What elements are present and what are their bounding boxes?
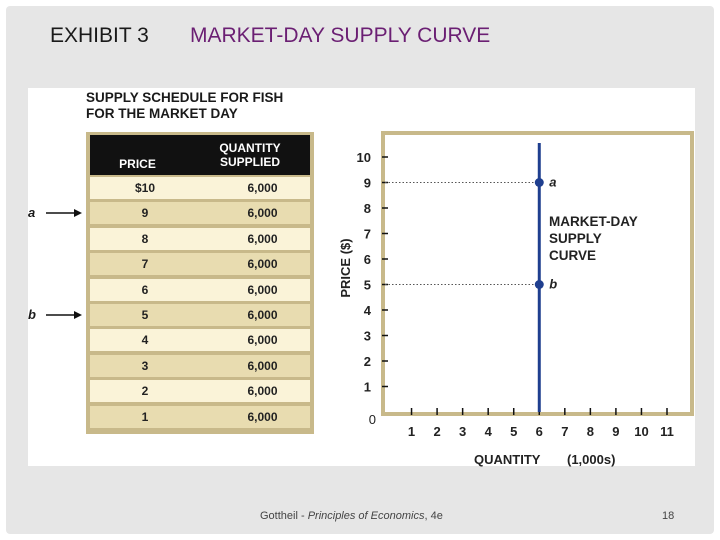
price-cell: $10 [134, 181, 156, 195]
y-tick-label: 4 [364, 303, 372, 318]
price-cell: 7 [141, 257, 149, 272]
price-cell: 9 [141, 206, 149, 221]
table-row: 2 6,000 [90, 380, 310, 403]
origin-label: 0 [369, 412, 376, 427]
y-tick-label: 2 [364, 354, 371, 369]
x-axis-unit-label: (1,000s) [567, 452, 615, 467]
quantity-cell: 6,000 [247, 282, 278, 297]
table-row: 1 6,000 [90, 405, 310, 428]
y-tick-label: 10 [357, 150, 371, 165]
price-cell: 4 [141, 333, 149, 348]
quantity-cell: 6,000 [247, 308, 278, 322]
x-tick-label: 6 [536, 424, 543, 439]
point-label-a: a [549, 175, 556, 190]
curve-label-line: CURVE [549, 248, 596, 263]
table-row: 9 6,000 [90, 202, 310, 225]
quantity-cell: 6,000 [247, 358, 278, 373]
table-row: $10 6,000 [90, 177, 310, 199]
table-row: 8 6,000 [90, 227, 310, 250]
x-tick-label: 2 [433, 424, 440, 439]
credit-prefix: Gottheil - [260, 510, 308, 522]
quantity-cell: 6,000 [247, 231, 278, 246]
x-tick-label: 9 [612, 424, 619, 439]
row-marker-b: b [28, 307, 36, 322]
table-row: 6 6,000 [90, 278, 310, 301]
header-quantity: QUANTITY SUPPLIED [190, 141, 310, 169]
y-tick-label: 1 [364, 380, 371, 395]
x-tick-label: 1 [408, 424, 415, 439]
x-tick-label: 4 [485, 424, 493, 439]
y-tick-label: 3 [364, 329, 371, 344]
schedule-title-line1: SUPPLY SCHEDULE FOR FISH [86, 90, 284, 105]
page-number: 18 [662, 510, 675, 522]
point-b [534, 280, 544, 289]
row-marker-a: a [28, 205, 36, 221]
quantity-cell: 6,000 [247, 384, 278, 399]
point-a [534, 178, 544, 187]
price-cell: 1 [141, 409, 149, 424]
point-label-b: b [549, 277, 557, 292]
schedule-table-header: PRICE QUANTITY SUPPLIED [90, 135, 310, 175]
row-marker-arrow-icon [46, 209, 82, 218]
curve-label-line: SUPPLY [549, 231, 602, 246]
row-marker-arrow-icon [46, 311, 82, 319]
x-tick-label: 11 [660, 424, 674, 439]
header-price: PRICE [119, 157, 156, 171]
header-quantity-line2: SUPPLIED [219, 155, 280, 169]
y-tick-label: 6 [364, 252, 371, 267]
schedule-title-line2: FOR THE MARKET DAY [86, 106, 238, 121]
plot-frame [381, 131, 694, 416]
price-cell: 3 [141, 358, 149, 373]
slide-title: MARKET-DAY SUPPLY CURVE [190, 24, 491, 47]
y-tick-label: 5 [364, 278, 371, 293]
quantity-cell: 6,000 [247, 257, 278, 272]
price-cell: 6 [141, 282, 149, 297]
footer-credit: Gottheil - Principles of Economics, 4e [260, 510, 443, 522]
price-cell: 5 [141, 308, 149, 322]
quantity-cell: 6,000 [247, 206, 278, 221]
x-axis-label: QUANTITY [474, 452, 541, 467]
table-row: 5 6,000 [90, 304, 310, 326]
exhibit-label: EXHIBIT 3 [50, 24, 149, 47]
x-tick-label: 8 [587, 424, 594, 439]
table-row: 3 6,000 [90, 354, 310, 377]
x-tick-label: 10 [634, 424, 648, 439]
curve-label-line: MARKET-DAY [549, 214, 638, 229]
x-tick-label: 5 [510, 424, 517, 439]
quantity-cell: 6,000 [247, 181, 278, 195]
y-tick-label: 9 [364, 176, 371, 191]
table-row: 7 6,000 [90, 253, 310, 276]
price-cell: 2 [141, 384, 149, 399]
price-cell: 8 [141, 231, 149, 246]
credit-suffix: , 4e [424, 510, 443, 522]
x-tick-label: 7 [561, 424, 568, 439]
y-tick-label: 7 [364, 227, 371, 242]
quantity-cell: 6,000 [247, 409, 278, 424]
header-quantity-line1: QUANTITY [219, 141, 281, 155]
y-tick-label: 8 [364, 201, 371, 216]
credit-book: Principles of Economics [307, 510, 425, 522]
y-axis-label: PRICE ($) [338, 238, 353, 297]
schedule-title: SUPPLY SCHEDULE FOR FISH FOR THE MARKET … [86, 90, 283, 122]
table-row: 4 6,000 [90, 329, 310, 352]
quantity-cell: 6,000 [247, 333, 278, 348]
x-tick-label: 3 [459, 424, 466, 439]
